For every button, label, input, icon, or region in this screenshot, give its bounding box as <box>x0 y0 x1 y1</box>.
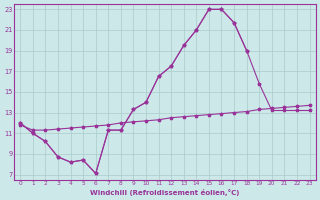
X-axis label: Windchill (Refroidissement éolien,°C): Windchill (Refroidissement éolien,°C) <box>90 189 240 196</box>
